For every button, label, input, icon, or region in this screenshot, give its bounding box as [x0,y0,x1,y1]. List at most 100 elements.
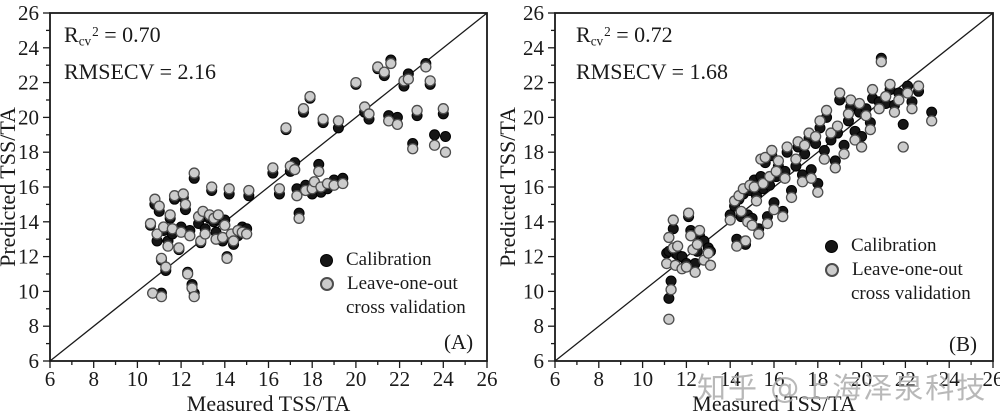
leave-one-out-point [671,240,684,252]
x-tick-label: 10 [127,367,148,391]
legend-item-calibration: Calibration [320,248,466,272]
rmsecv-stat: RMSECV = 2.16 [64,58,216,84]
x-tick-label: 14 [214,367,236,391]
leave-one-out-point [267,162,279,174]
leave-one-out-point [439,146,452,158]
leave-one-out-point [785,191,798,204]
leave-one-out-point [820,104,833,117]
leave-one-out-point [663,313,675,325]
leave-one-out-point [761,217,774,230]
leave-one-out-point [184,230,196,242]
leave-one-out-marker-icon [320,277,334,291]
x-tick-label: 8 [88,367,99,391]
leave-one-out-point [855,141,868,153]
leave-one-out-point [289,163,301,176]
legend-label: cross validation [346,297,466,318]
leave-one-out-point [875,56,887,68]
y-tick-label: 10 [523,279,544,303]
leave-one-out-point [428,139,441,151]
x-axis-title: Measured TSS/TA [692,391,856,416]
leave-one-out-point [682,207,695,219]
leave-one-out-point [144,217,157,230]
leave-one-out-point [173,242,185,254]
r2-stat: Rcv2 = 0.72 [576,21,673,49]
y-tick-label: 12 [523,245,544,269]
leave-one-out-point [291,190,303,202]
y-tick-label: 18 [523,140,544,164]
chart-panel-b: 6 6 8 8 10 10 12 12 14 14 16 16 18 18 20 20 22 22 24 24 26 26… [500,0,1000,420]
x-tick-label: 18 [302,367,323,391]
leave-one-out-point [750,195,763,207]
leave-one-out-point [313,165,325,177]
leave-one-out-point [385,57,397,70]
leave-one-out-point [153,200,165,212]
leave-one-out-point [689,266,701,278]
leave-one-out-point [753,228,765,240]
y-axis-title: Predicted TSS/TA [500,107,520,267]
chart-panel-a: 6 6 8 8 10 10 12 12 14 14 16 16 18 18 20 20 22 22 24 24 26 26… [0,1,498,416]
calibration-point [429,129,441,141]
watermark: 知乎 @上海泽泉科技 [697,371,988,405]
leave-one-out-point [188,290,200,303]
leave-one-out-point [766,144,778,157]
leave-one-out-point [378,66,390,78]
x-tick-label: 20 [345,367,366,391]
leave-one-out-point [814,115,826,127]
y-tick-label: 24 [18,36,40,60]
calibration-point [897,118,909,130]
leave-one-out-point [901,87,914,99]
leave-one-out-point [834,87,846,99]
leave-one-out-point [864,123,877,136]
legend-label: cross validation [851,283,971,304]
leave-one-out-point [424,75,436,87]
x-tick-label: 26 [983,367,1000,391]
leave-one-out-point [280,122,292,134]
leave-one-out-point [164,209,176,221]
leave-one-out-point [665,284,677,296]
leave-one-out-point [812,186,824,198]
leave-one-out-point [162,240,174,252]
leave-one-out-point [704,259,717,271]
leave-one-out-point [240,228,253,240]
leave-one-out-point [293,212,305,224]
leave-one-out-point [772,155,785,167]
leave-one-out-point [332,115,345,127]
leave-one-out-point [411,104,423,117]
identity-line [49,12,488,362]
leave-one-out-point [337,177,349,190]
leave-one-out-point [206,181,218,193]
leave-one-out-point [199,228,211,240]
y-tick-label: 26 [523,1,544,25]
stats-annotation-b: Rcv2 = 0.72 RMSECV = 1.68 [576,17,728,87]
calibration-marker-icon [825,239,838,253]
y-tick-label: 16 [523,175,544,199]
leave-one-out-point [691,238,704,251]
r2-stat: Rcv2 = 0.70 [64,21,161,49]
legend-label: Calibration [851,235,937,256]
y-tick-label: 14 [523,210,545,234]
leave-one-out-point [873,103,885,115]
leave-one-out-point [825,127,837,139]
leave-one-out-point [680,261,693,273]
y-tick-label: 16 [18,175,39,199]
x-tick-label: 10 [632,367,653,391]
legend-a: Calibration Leave-one-out cross validati… [320,248,466,320]
leave-one-out-point [155,252,168,264]
leave-one-out-point [243,184,255,197]
leave-one-out-point [893,94,905,106]
leave-one-out-point [219,219,231,231]
leave-one-out-point [402,73,414,85]
x-tick-label: 20 [851,367,872,391]
leave-one-out-point [912,80,925,92]
stats-annotation-a: Rcv2 = 0.70 RMSECV = 2.16 [64,17,216,87]
leave-one-out-point [746,219,758,231]
leave-one-out-point [437,103,449,115]
x-tick-label: 8 [594,367,605,391]
x-tick-label: 16 [258,367,279,391]
leave-one-out-point [831,120,844,132]
leave-one-out-point [188,167,200,179]
panel-label-b: (B) [949,332,977,356]
leave-one-out-point [304,90,316,103]
legend-item-leave-one-out: Leave-one-out [825,258,971,282]
